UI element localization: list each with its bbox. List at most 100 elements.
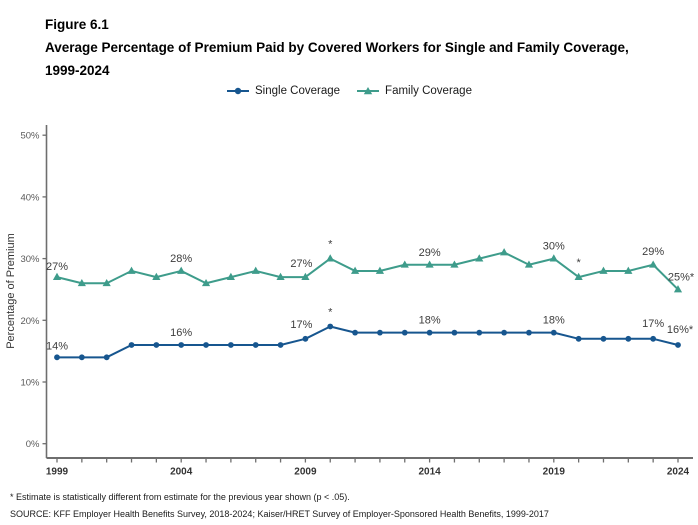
single-point-label: 18% (543, 315, 565, 327)
single-point-label: 17% (642, 318, 664, 330)
single-data-point (401, 329, 408, 336)
legend-label-family-coverage: Family Coverage (385, 85, 472, 97)
single-data-point (302, 335, 309, 342)
family-data-point (152, 272, 161, 281)
single-data-point (153, 342, 160, 348)
footnote-asterisk: * Estimate is statistically different fr… (10, 492, 350, 502)
single-data-point (526, 329, 532, 336)
legend-item-single-coverage: Single Coverage (226, 85, 340, 97)
x-tick-label: 2019 (543, 467, 566, 478)
x-tick-label: 2004 (170, 467, 193, 478)
x-tick-label: 2009 (294, 467, 317, 478)
family-data-point (251, 266, 260, 274)
single-point-label: 14% (46, 340, 68, 352)
single-coverage-line (57, 325, 679, 359)
family-data-point (127, 266, 136, 274)
x-tick-label: 2014 (418, 467, 441, 478)
chart-title-line-1: Average Percentage of Premium Paid by Co… (45, 40, 629, 55)
single-data-point (128, 342, 135, 348)
x-tick-label: 1999 (46, 467, 69, 478)
chart-title-line-2: 1999-2024 (45, 63, 110, 78)
family-data-point (450, 260, 459, 268)
family-point-label: 28% (170, 253, 192, 265)
y-tick-label: 20% (20, 316, 40, 327)
family-data-point (673, 285, 683, 293)
family-data-point (549, 254, 558, 262)
x-tick-label: 2024 (667, 467, 690, 478)
family-series-marker-icon (357, 87, 380, 95)
family-point-label: 29% (419, 247, 441, 259)
family-data-point (301, 272, 310, 281)
single-data-point (476, 329, 483, 336)
single-data-point (54, 354, 60, 361)
family-data-point (350, 266, 360, 274)
single-data-point (501, 329, 508, 336)
family-point-label: * (576, 257, 581, 269)
y-axis-title: Percentage of Premium (5, 233, 17, 349)
single-point-label: 16% (170, 327, 192, 339)
family-point-label: 30% (543, 241, 565, 253)
y-tick-label: 30% (20, 254, 40, 265)
family-point-label: * (328, 239, 333, 251)
single-data-point (377, 329, 383, 336)
single-data-point (352, 329, 358, 336)
family-data-point (500, 248, 509, 256)
family-data-point (524, 260, 534, 268)
y-tick-label: 50% (20, 131, 40, 142)
single-data-point (203, 342, 209, 348)
family-data-point (375, 266, 385, 274)
family-data-point (425, 260, 434, 268)
single-data-point (575, 335, 582, 342)
single-data-point (600, 335, 607, 342)
y-tick-label: 10% (20, 378, 40, 389)
single-data-point (625, 335, 632, 342)
single-data-point (78, 354, 85, 361)
family-data-point (276, 272, 285, 281)
legend-label-single-coverage: Single Coverage (255, 85, 341, 97)
single-data-point (426, 329, 433, 336)
family-data-point (599, 266, 608, 274)
single-data-point (650, 335, 657, 342)
family-data-point (326, 254, 335, 262)
legend-item-family-coverage: Family Coverage (356, 85, 472, 97)
y-tick-label: 40% (20, 192, 40, 203)
single-data-point (252, 342, 259, 348)
family-data-point (52, 272, 62, 281)
single-data-point (277, 342, 284, 348)
family-data-point (624, 266, 633, 274)
family-data-point (102, 278, 111, 287)
single-point-label: * (328, 306, 333, 318)
family-point-label: 29% (642, 246, 664, 258)
family-data-point (400, 260, 409, 268)
family-data-point (177, 266, 186, 274)
y-tick-label: 0% (26, 439, 40, 450)
single-data-point (451, 329, 458, 336)
figure-label: Figure 6.1 (45, 17, 109, 32)
family-point-label: 27% (290, 258, 312, 270)
single-data-point (103, 354, 110, 361)
single-series-marker-icon (227, 87, 250, 95)
single-data-point (227, 342, 234, 348)
single-data-point (178, 342, 185, 348)
family-data-point (574, 272, 583, 281)
family-data-point (77, 278, 86, 287)
single-point-label: 16%* (667, 324, 694, 336)
chart-header: Figure 6.1 Average Percentage of Premium… (45, 13, 629, 82)
footnote-source: SOURCE: KFF Employer Health Benefits Sur… (10, 508, 549, 519)
single-data-point (675, 342, 681, 348)
family-data-point (201, 278, 211, 287)
family-data-point (226, 272, 235, 281)
single-point-label: 17% (290, 319, 312, 331)
family-data-point (649, 260, 658, 268)
family-coverage-line (56, 251, 679, 291)
footnotes: * Estimate is statistically different fr… (10, 489, 549, 522)
family-point-label: 27% (46, 261, 68, 273)
single-point-label: 18% (419, 315, 441, 327)
single-data-point (550, 329, 557, 336)
chart-legend: Single Coverage Family Coverage (0, 85, 698, 97)
single-data-point (327, 323, 334, 330)
family-data-point (475, 254, 484, 262)
family-point-label: 25%* (668, 271, 695, 283)
